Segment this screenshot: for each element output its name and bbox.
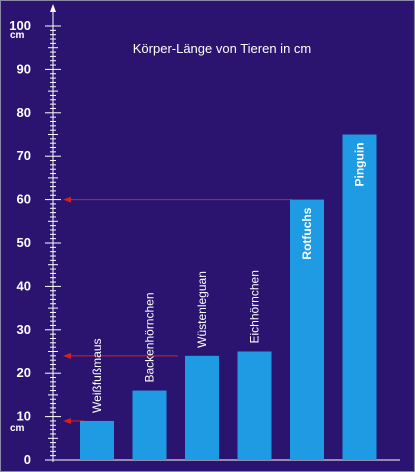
y-tick-label: 60 (17, 192, 31, 207)
bars: Weißfußmaus Backenhörnchen Wüstenleguan Eic… (80, 134, 377, 460)
y-tick-label: 30 (17, 322, 31, 337)
y-tick-label: 90 (17, 61, 31, 76)
y-tick-label: 10 (17, 409, 31, 424)
y-tick-label: 20 (17, 365, 31, 380)
y-axis: 0 10 20 30 40 50 60 70 80 90 100 (9, 4, 400, 467)
y-tick-label: 100 (9, 18, 31, 33)
bar-label: Pinguin (353, 143, 367, 187)
bar (237, 351, 272, 460)
bar-label: Wüstenleguan (195, 271, 209, 348)
y-tick-label: 0 (24, 452, 31, 467)
bar-label: Backenhörnchen (143, 292, 157, 382)
y-tick-label: 40 (17, 278, 31, 293)
y-axis-arrowhead (50, 4, 56, 12)
bar-label: Weißfußmaus (90, 338, 104, 412)
arrow-markers (63, 196, 292, 424)
bar (342, 134, 377, 460)
arrow-marker (63, 352, 178, 359)
y-axis-unit-top: cm (10, 30, 25, 41)
y-tick-label: 70 (17, 148, 31, 163)
y-tick-label: 50 (17, 235, 31, 250)
bar (132, 390, 167, 460)
y-axis-unit-bottom: cm (10, 423, 25, 434)
bar (80, 420, 114, 460)
y-tick-label: 80 (17, 105, 31, 120)
arrow-head (63, 352, 71, 359)
bar-label: Eichhörnchen (248, 270, 262, 343)
bar (185, 355, 219, 460)
arrow-marker (63, 196, 292, 203)
arrow-head (63, 417, 71, 424)
bar-label: Rotfuchs (300, 207, 314, 259)
chart-title: Körper-Länge von Tieren in cm (133, 41, 311, 56)
bar (290, 199, 324, 460)
arrow-head (63, 196, 71, 203)
